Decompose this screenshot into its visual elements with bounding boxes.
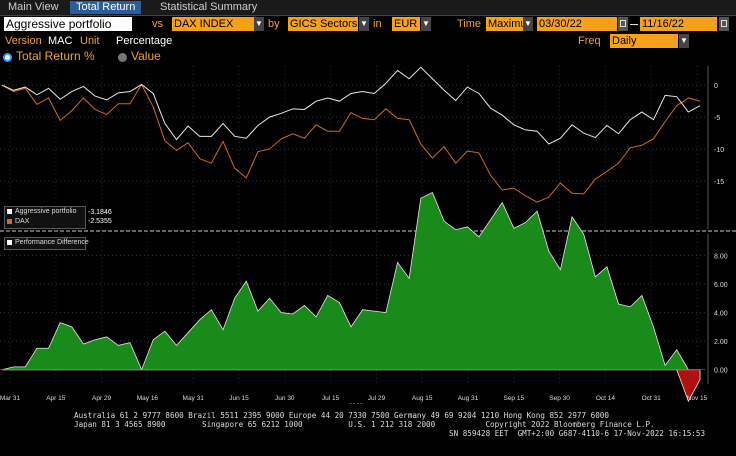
date-range-dash: [630, 24, 638, 25]
tab-main-view[interactable]: Main View: [8, 1, 59, 13]
in-label: in: [373, 18, 382, 30]
version-value[interactable]: MAC: [48, 35, 73, 47]
tab-bar: Main View Total Return Statistical Summa…: [0, 0, 736, 16]
tab-statistical-summary[interactable]: Statistical Summary: [160, 1, 258, 13]
x-tick-label: Sep 15: [503, 395, 524, 402]
tab-total-return[interactable]: Total Return: [70, 1, 142, 14]
performance-difference-area: [1, 192, 700, 371]
options-row: Version MAC Unit Percentage Freq Daily ▼: [0, 33, 736, 50]
y-tick-label: 2.00: [714, 339, 728, 346]
x-tick-label: Jun 15: [229, 395, 249, 402]
difference-swatch: [7, 239, 12, 245]
total-return-radio[interactable]: [3, 53, 12, 62]
footer-contacts-line2: Japan 81 3 4565 8900 Singapore 65 6212 1…: [74, 420, 655, 429]
x-tick-label: Apr 15: [46, 395, 66, 402]
freq-dropdown-icon[interactable]: ▼: [679, 34, 689, 48]
legend-item-dax: DAX: [7, 218, 29, 225]
by-label: by: [268, 18, 280, 30]
value-radio-label[interactable]: Value: [131, 49, 161, 63]
time-label: Time: [457, 18, 482, 30]
x-tick-label: Oct 31: [642, 395, 662, 402]
y-tick-label: -10: [714, 147, 724, 154]
control-row: Aggressive portfolio vs DAX INDEX (DA ▼ …: [0, 16, 736, 44]
x-tick-label: Jul 15: [322, 395, 340, 402]
dax-last-value: -2.5355: [88, 218, 112, 225]
time-field[interactable]: Maximu: [486, 17, 527, 31]
benchmark-dropdown-icon[interactable]: ▼: [254, 17, 264, 31]
classification-field[interactable]: GICS Sectors: [288, 17, 358, 31]
dax-line: [1, 83, 701, 203]
start-date-input[interactable]: 03/30/22: [537, 17, 617, 31]
classification-dropdown-icon[interactable]: ▼: [359, 17, 369, 31]
x-tick-label: May 31: [183, 395, 205, 402]
freq-label: Freq: [578, 35, 601, 47]
chart-area: 0 -5 -10 -15 8.00 6.00 4.00 2.00 0.00 Mar 31 Apr…: [0, 66, 736, 404]
legend-label-portfolio: Aggressive portfolio: [15, 208, 77, 215]
x-tick-label: Aug 15: [412, 395, 433, 402]
legend-item-portfolio: Aggressive portfolio: [7, 208, 76, 215]
footer-contacts-line1: Australia 61 2 9777 8600 Brazil 5511 239…: [74, 411, 609, 420]
portfolio-last-value: -3.1846: [88, 209, 112, 216]
currency-field[interactable]: EUR: [392, 17, 420, 31]
display-mode-row: Total Return % Value: [0, 49, 736, 66]
unit-value[interactable]: Percentage: [116, 35, 173, 47]
portfolio-swatch: [7, 208, 12, 214]
portfolio-input[interactable]: Aggressive portfolio: [4, 17, 132, 31]
legend-label-dax: DAX: [15, 218, 30, 225]
freq-field[interactable]: Daily: [610, 34, 678, 48]
x-tick-label: May 16: [137, 395, 159, 402]
legend-label-difference: Performance Difference: [15, 239, 89, 246]
portfolio-line: [1, 66, 701, 145]
benchmark-field[interactable]: DAX INDEX (DA: [172, 17, 254, 44]
x-tick-label: Mar 31: [0, 395, 20, 402]
legend-item-difference: Performance Difference: [7, 239, 89, 246]
version-label: Version: [5, 35, 42, 47]
y-tick-label: 6.00: [714, 282, 728, 289]
x-tick-label: Oct 14: [596, 395, 616, 402]
x-tick-label: Aug 31: [458, 395, 479, 402]
time-dropdown-icon[interactable]: ▼: [523, 17, 533, 31]
vs-label: vs: [152, 18, 163, 30]
end-calendar-icon[interactable]: [719, 17, 729, 31]
unit-label: Unit: [80, 35, 100, 47]
total-return-radio-label[interactable]: Total Return %: [16, 49, 95, 63]
end-date-input[interactable]: 11/16/22: [640, 17, 717, 31]
x-tick-label: Jun 30: [275, 395, 295, 402]
y-tick-label: 0: [714, 83, 718, 90]
start-calendar-icon[interactable]: [618, 17, 628, 31]
y-tick-label: 0.00: [714, 368, 728, 375]
y-tick-label: -5: [714, 115, 720, 122]
x-tick-label: Nov 15: [687, 395, 708, 402]
value-radio[interactable]: [118, 53, 127, 62]
y-tick-label: 4.00: [714, 311, 728, 318]
y-tick-label: -15: [714, 179, 724, 186]
dax-swatch: [7, 218, 12, 224]
x-year-label: 2022: [349, 403, 364, 404]
bottom-chart-legend: Performance Difference: [4, 237, 89, 250]
x-tick-label: Jul 29: [368, 395, 386, 402]
x-tick-label: Sep 30: [549, 395, 570, 402]
footer-session-line: SN 859428 EET GMT+2:00 G687-4110-6 17-No…: [449, 429, 706, 438]
currency-dropdown-icon[interactable]: ▼: [421, 17, 431, 31]
top-chart-legend: Aggressive portfolio DAX: [4, 206, 86, 229]
x-tick-label: Apr 29: [92, 395, 112, 402]
y-tick-label: 8.00: [714, 253, 728, 260]
